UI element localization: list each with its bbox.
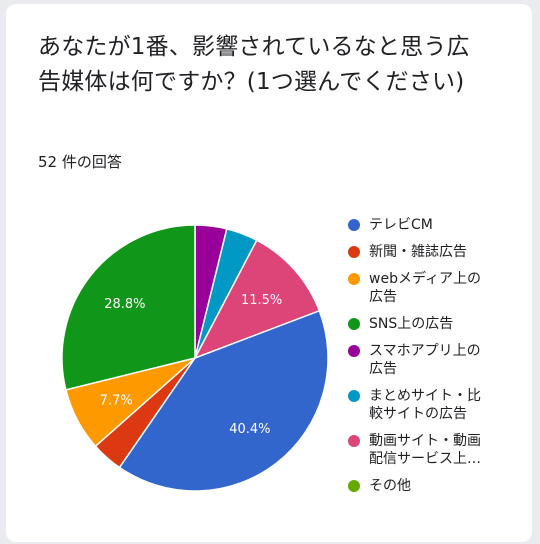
legend-label-3: SNS上の広告 [369, 316, 454, 332]
legend-swatch-5 [348, 390, 360, 402]
legend-swatch-1 [348, 246, 360, 258]
legend-label-5: まとめサイト・比較サイトの広告 [369, 388, 481, 422]
legend-item-7: その他 [348, 477, 518, 495]
response-count: 52 件の回答 [38, 153, 122, 171]
legend-item-2: webメディア上の広告 [348, 270, 518, 306]
legend-label-2: webメディア上の広告 [369, 271, 481, 305]
pie-slice-2 [193, 239, 321, 360]
legend-label-6: 動画サイト・動画配信サービス上… [369, 433, 481, 467]
pie-slice-label-6: 7.7% [100, 393, 133, 408]
legend-item-1: 新聞・雑誌広告 [348, 243, 518, 261]
legend-label-4: スマホアプリ上の広告 [369, 343, 481, 377]
pie-slice-4 [118, 309, 329, 492]
legend-swatch-0 [348, 219, 360, 231]
legend-label-7: その他 [369, 478, 411, 494]
legend-swatch-2 [348, 273, 360, 285]
pie-slice-label-4: 40.4% [229, 422, 270, 437]
legend-item-4: スマホアプリ上の広告 [348, 342, 518, 378]
legend-label-1: 新聞・雑誌広告 [369, 244, 467, 260]
question-title: あなたが1番、影響されているなと思う広告媒体は何ですか？(1つ選んでください) [38, 34, 470, 95]
pie-slice-label-2: 11.5% [241, 293, 282, 308]
pie-slice-label-7: 28.8% [104, 297, 145, 312]
legend-item-3: SNS上の広告 [348, 315, 518, 333]
legend-swatch-4 [348, 345, 360, 357]
legend-label-0: テレビCM [369, 217, 433, 233]
chart-legend: テレビCM 新聞・雑誌広告 webメディア上の広告 SNS上の広告スマホアプリ上の広告… [348, 216, 518, 504]
pie-slices [61, 224, 329, 492]
legend-swatch-7 [348, 480, 360, 492]
pie-slice-labels: 11.5% 40.4% 7.7% 28.8% [100, 293, 283, 437]
legend-item-5: まとめサイト・比較サイトの広告 [348, 387, 518, 423]
legend-item-0: テレビCM [348, 216, 518, 234]
legend-swatch-3 [348, 318, 360, 330]
legend-item-6: 動画サイト・動画配信サービス上… [348, 432, 518, 468]
pie-slice-7 [61, 224, 196, 391]
legend-swatch-6 [348, 435, 360, 447]
